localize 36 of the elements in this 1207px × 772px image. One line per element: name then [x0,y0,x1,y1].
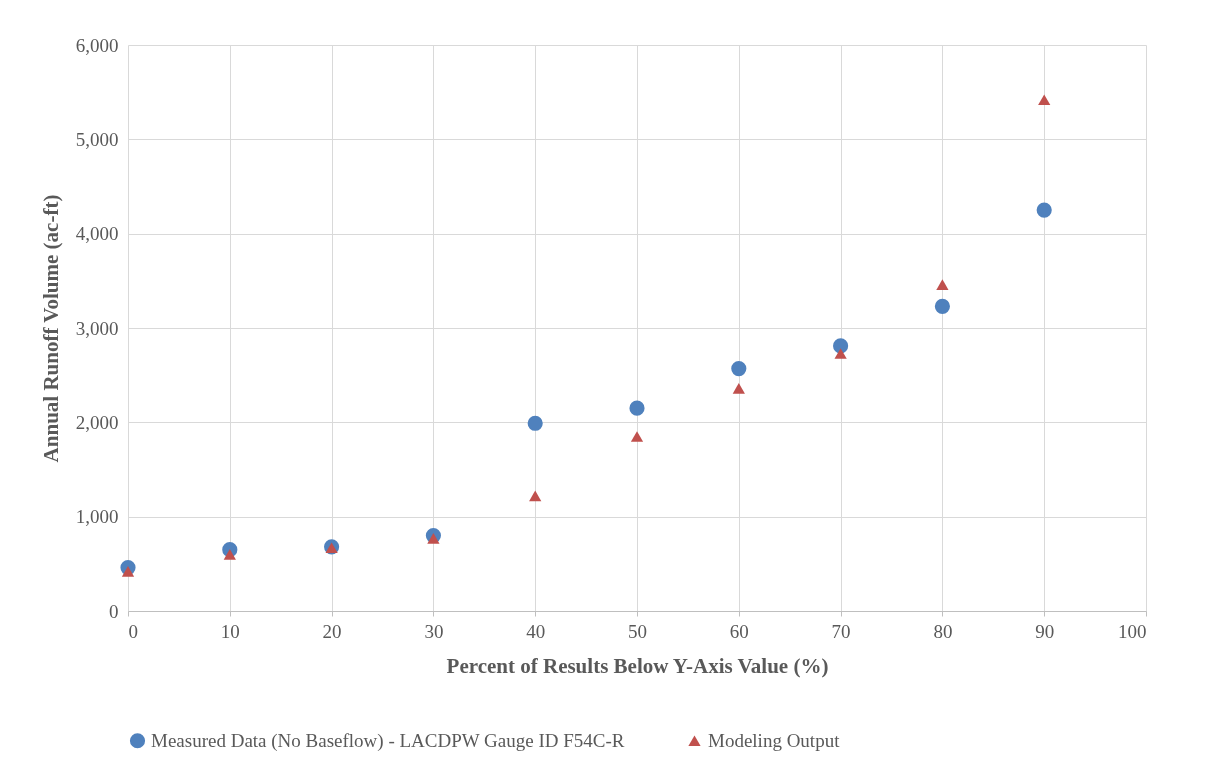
point [1038,94,1051,106]
point [732,383,745,394]
y-tick-label: 1,000 [75,506,119,528]
point [834,348,847,359]
point [427,533,440,544]
y-tick-label: 5,000 [75,128,119,150]
point [1036,202,1052,218]
y-axis-title: Annual Runoff Volume (ac-ft) [38,194,63,463]
y-tick-label: 3,000 [75,317,119,339]
point [527,415,543,431]
point [223,549,236,560]
legend-label: Measured Data (No Baseflow) - LACDPW Gauge ID F54C-R [151,729,625,752]
y-tick-label: 2,000 [75,411,119,433]
y-tick-label: 4,000 [75,223,119,245]
x-tick-label: 90 [1035,620,1055,642]
x-tick-label: 80 [933,620,953,642]
x-tick-label: 70 [831,620,851,642]
point [630,431,644,442]
point [121,566,135,577]
point [936,279,949,290]
y-tick-label: 0 [109,600,119,622]
x-tick-label: 100 [1118,620,1147,642]
x-tick-label: 60 [729,620,749,642]
x-axis-title: Percent of Results Below Y-Axis Value (%) [446,653,829,678]
x-tick-label: 40 [526,620,546,642]
point [934,298,950,314]
point [731,361,747,377]
point [529,490,542,502]
x-tick-label: 20 [322,620,342,642]
x-tick-label: 0 [128,620,138,642]
x-tick-label: 30 [424,620,444,642]
x-tick-label: 50 [628,620,647,642]
legend-label: Modeling Output [708,729,841,751]
x-tick-label: 10 [220,620,240,642]
point [629,400,645,416]
y-tick-label: 6,000 [75,34,119,56]
